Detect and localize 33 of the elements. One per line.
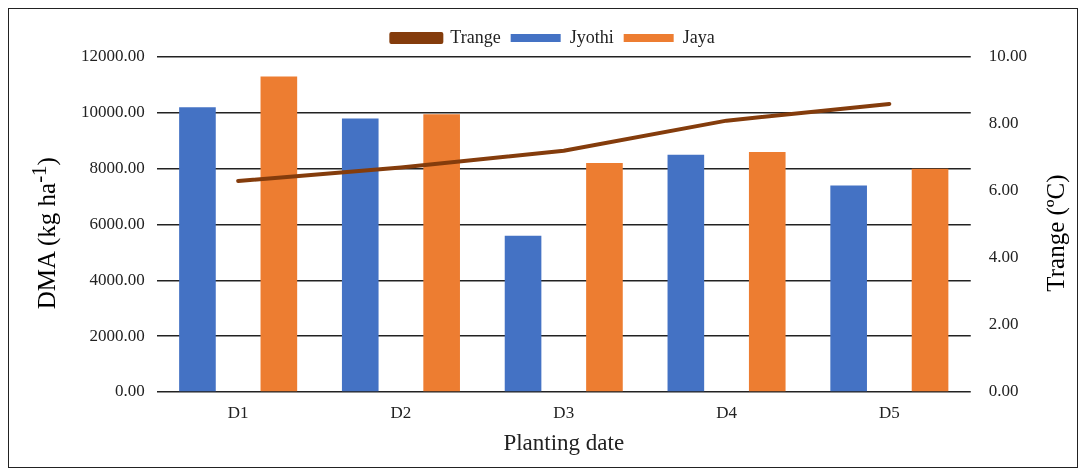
bar — [179, 107, 216, 392]
y-tick-label: 12000.00 — [81, 46, 145, 66]
y-tick-label: 10000.00 — [81, 102, 145, 122]
y-tick-label: 0.00 — [115, 381, 145, 401]
bar — [504, 235, 542, 392]
y-tick-label: 6000.00 — [89, 213, 145, 233]
x-tick-label: D4 — [716, 402, 738, 422]
y2-tick-label: 6.00 — [988, 180, 1019, 200]
y-tick-label: 4000.00 — [89, 269, 145, 289]
bar — [341, 118, 379, 392]
bar — [423, 114, 460, 392]
bar — [260, 76, 298, 392]
bar — [830, 185, 867, 392]
legend-label: Jaya — [682, 26, 715, 47]
y2-tick-label: 10.00 — [988, 46, 1027, 66]
y-tick-label: 2000.00 — [89, 325, 145, 345]
bar — [748, 151, 786, 392]
y2-tick-label: 8.00 — [988, 113, 1019, 133]
y2-tick-label: 2.00 — [988, 314, 1019, 334]
x-tick-label: D3 — [553, 402, 575, 422]
legend-label: Trange — [450, 26, 501, 47]
bar — [667, 154, 705, 392]
y2-tick-label: 0.00 — [988, 381, 1019, 401]
x-tick-label: D5 — [878, 402, 900, 422]
bar — [586, 163, 623, 392]
x-tick-label: D2 — [390, 402, 412, 422]
y2-axis-title: Trange (ºC) — [1041, 173, 1070, 292]
x-axis-title: Planting date — [503, 430, 625, 456]
bar — [911, 168, 949, 392]
legend-label: Jyothi — [569, 26, 614, 47]
y-tick-label: 8000.00 — [89, 158, 145, 178]
x-tick-label: D1 — [227, 402, 249, 422]
y2-tick-label: 4.00 — [988, 247, 1019, 267]
